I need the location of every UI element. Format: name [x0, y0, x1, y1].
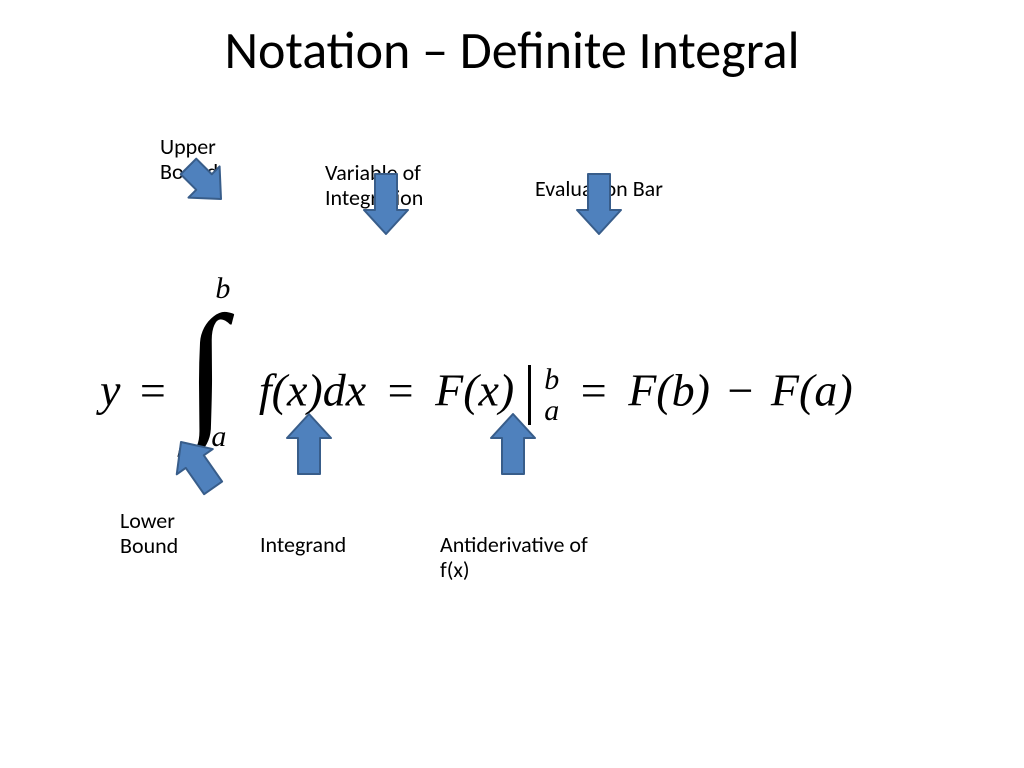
arrow-upper-bound — [195, 195, 247, 254]
page-title: Notation – Definite Integral — [0, 18, 1024, 82]
integrand: f(x) — [259, 365, 323, 416]
eq-equals-3: = — [581, 365, 607, 416]
arrow-evaluation-bar — [573, 230, 625, 303]
evaluation-limits: b a — [544, 364, 559, 427]
eval-lower: a — [544, 394, 559, 427]
differential: dx — [323, 365, 366, 416]
label-lower-bound: Lower Bound — [120, 508, 210, 559]
eq-lhs: y — [100, 365, 120, 416]
rhs-term2: F(a) — [771, 365, 853, 416]
rhs-term1: F(b) — [628, 365, 710, 416]
arrow-variable-of-integration — [360, 230, 412, 303]
arrow-integrand — [283, 410, 335, 483]
eq-equals-1: = — [140, 365, 166, 416]
label-evaluation-bar: Evaluation Bar — [535, 176, 735, 201]
label-antiderivative: Antiderivative of f(x) — [440, 532, 610, 583]
arrow-lower-bound — [155, 438, 207, 507]
upper-bound: b — [215, 272, 230, 306]
rhs-minus: − — [727, 365, 753, 416]
eq-equals-2: = — [388, 365, 414, 416]
antiderivative: F(x) — [435, 365, 514, 416]
arrow-antiderivative — [487, 410, 539, 483]
label-integrand: Integrand — [260, 532, 410, 557]
eval-upper: b — [544, 363, 559, 396]
